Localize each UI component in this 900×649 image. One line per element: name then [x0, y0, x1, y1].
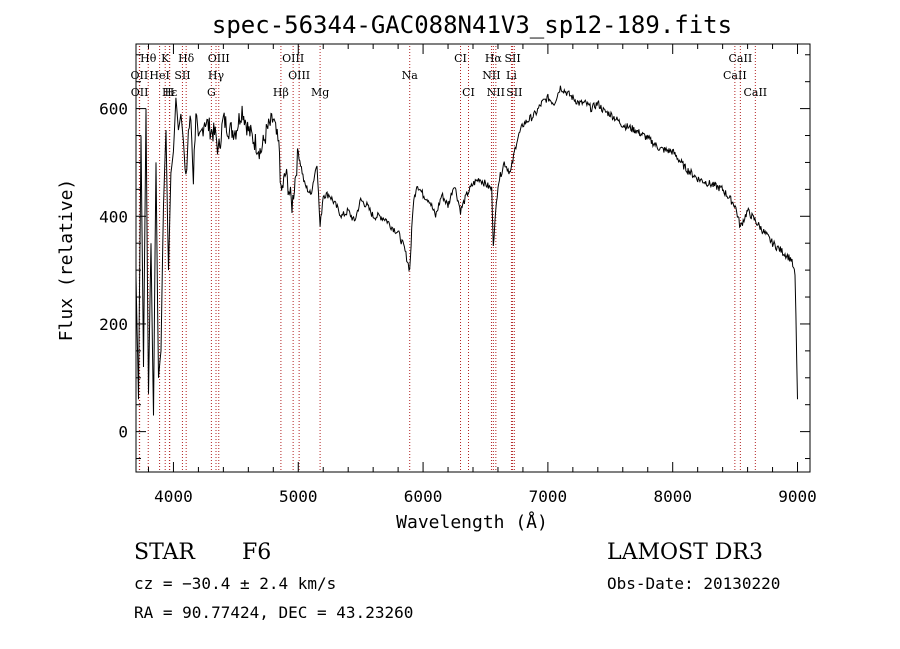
- spectral-line-label: Hγ: [208, 69, 225, 82]
- spectral-line-label: SII: [506, 86, 522, 99]
- observation-date: Obs-Date: 20130220: [607, 574, 781, 593]
- spectral-line-label: NII: [487, 86, 505, 99]
- spectral-line-label: CaII: [723, 69, 747, 82]
- spectral-line-label: HeI: [149, 69, 169, 82]
- spectral-line-label: SII: [174, 69, 190, 82]
- spectral-line-label: NII: [482, 69, 500, 82]
- redshift-text: cz = −30.4 ± 2.4 km/s: [134, 574, 337, 593]
- spectral-line-label: CaII: [743, 86, 767, 99]
- x-tick-label: 5000: [279, 487, 318, 506]
- spectral-line-label: K: [161, 52, 170, 65]
- plot-frame: [135, 43, 811, 473]
- spectral-line-label: SII: [504, 52, 520, 65]
- x-axis-label: Wavelength (Å): [396, 511, 548, 533]
- y-axis-label: Flux (relative): [56, 179, 77, 342]
- x-tick-label: 4000: [154, 487, 193, 506]
- spectrum-line: [135, 85, 798, 416]
- spectral-line-label: OIII: [288, 69, 310, 82]
- y-tick-label: 200: [99, 315, 128, 334]
- spectral-line-label: OII: [131, 69, 149, 82]
- chart-title: spec-56344-GAC088N41V3_sp12-189.fits: [212, 11, 732, 39]
- spectral-line-label: CaII: [729, 52, 753, 65]
- line-markers: [138, 46, 756, 472]
- spectral-line-label: Mg: [311, 86, 329, 99]
- spectral-line-label: OIII: [208, 52, 230, 65]
- x-tick-label: 8000: [653, 487, 692, 506]
- coordinates-text: RA = 90.77424, DEC = 43.23260: [134, 603, 414, 622]
- spectral-line-label: G: [207, 86, 216, 99]
- spectral-line-label: Li: [506, 69, 517, 82]
- object-class: STAR: [134, 540, 195, 565]
- spectral-line-label: CI: [454, 52, 467, 65]
- y-axis: 0 200 400 600: [99, 54, 810, 460]
- spectral-line-label: Hε: [162, 86, 178, 99]
- y-tick-label: 400: [99, 207, 128, 226]
- y-tick-label: 600: [99, 100, 128, 119]
- spectral-line-label: CI: [462, 86, 475, 99]
- spectral-line-label: OII: [131, 86, 149, 99]
- spectral-line-label: Na: [402, 69, 419, 82]
- x-tick-label: 6000: [404, 487, 443, 506]
- spectral-line-label: Hα: [485, 52, 503, 65]
- spectral-line-label: Hδ: [178, 52, 195, 65]
- object-subclass: F6: [242, 540, 272, 565]
- x-tick-label: 7000: [529, 487, 568, 506]
- y-tick-label: 0: [118, 423, 128, 442]
- spectrum-series: [135, 85, 798, 416]
- x-tick-label: 9000: [778, 487, 817, 506]
- survey-name: LAMOST DR3: [607, 540, 763, 565]
- spectral-line-label: Hβ: [273, 86, 289, 99]
- x-axis: 4000 5000 6000 7000 8000 9000: [147, 44, 817, 506]
- spectral-line-label: Hθ: [140, 52, 157, 65]
- spectral-line-label: H: [165, 86, 175, 99]
- spectral-line-label: OIII: [282, 52, 304, 65]
